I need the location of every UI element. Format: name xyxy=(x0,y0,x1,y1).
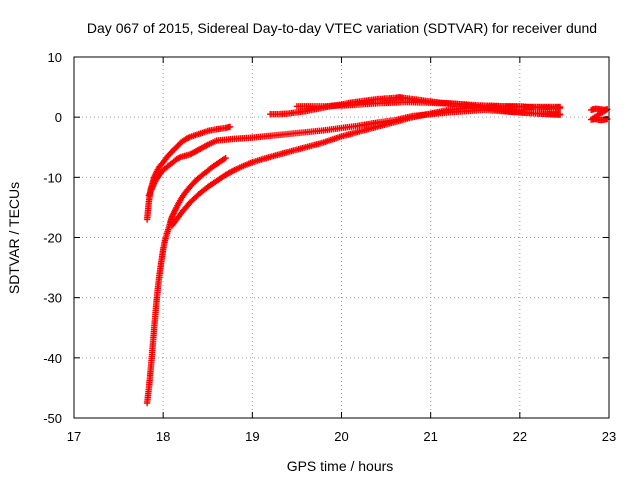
series-track-f xyxy=(293,98,564,118)
x-tick-label: 18 xyxy=(156,429,170,444)
y-tick-label: -50 xyxy=(43,411,62,426)
data-marks xyxy=(143,94,611,407)
chart-title: Day 067 of 2015, Sidereal Day-to-day VTE… xyxy=(87,20,597,36)
y-tick-label: 10 xyxy=(48,50,62,65)
x-tick-label: 22 xyxy=(513,429,527,444)
point-markers xyxy=(293,98,564,118)
point-markers xyxy=(143,154,229,407)
x-tick-label: 23 xyxy=(602,429,616,444)
axis-ticks xyxy=(73,56,610,419)
x-tick-label: 19 xyxy=(245,429,259,444)
x-tick-label: 20 xyxy=(334,429,348,444)
series-track-c xyxy=(143,154,229,407)
x-tick-labels: 17 18 19 20 21 22 23 xyxy=(67,429,616,444)
y-tick-label: -10 xyxy=(43,170,62,185)
x-tick-label: 21 xyxy=(423,429,437,444)
x-tick-label: 17 xyxy=(67,429,81,444)
y-tick-labels: -50 -40 -30 -20 -10 0 10 xyxy=(43,50,62,426)
series-track-g xyxy=(588,105,611,124)
y-tick-label: -20 xyxy=(43,231,62,246)
x-axis-title: GPS time / hours xyxy=(287,458,394,474)
y-tick-label: -40 xyxy=(43,351,62,366)
point-markers xyxy=(588,105,611,124)
y-tick-label: -30 xyxy=(43,291,62,306)
y-tick-label: 0 xyxy=(55,110,62,125)
y-axis-title: SDTVAR / TECUs xyxy=(6,182,22,294)
